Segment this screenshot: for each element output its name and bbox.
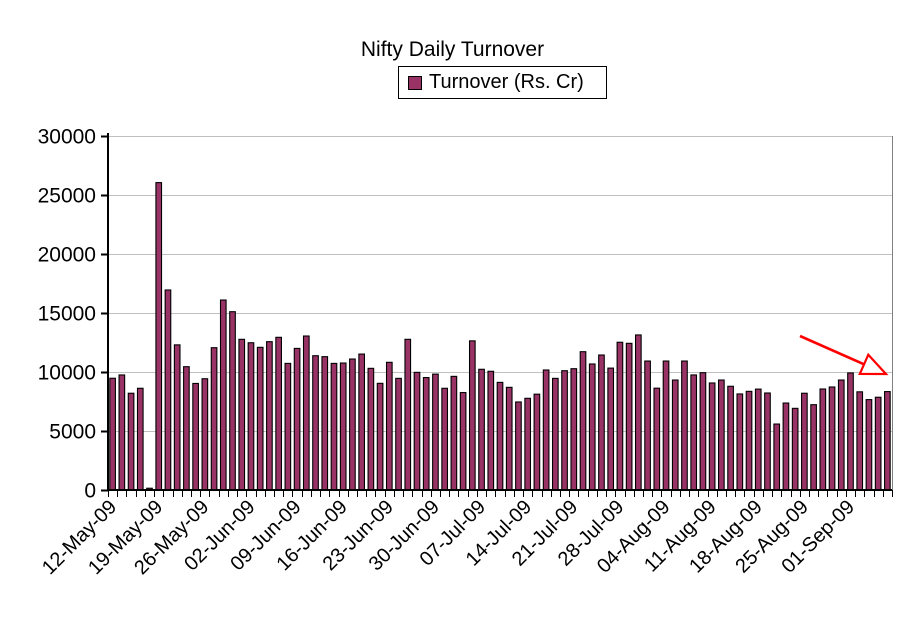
bar [330,362,338,491]
bar [745,390,753,491]
bar [496,381,504,491]
bar [238,338,246,491]
bar [358,353,366,491]
bar [625,342,633,491]
bar [505,386,513,491]
bar [524,397,532,491]
bar [201,378,209,491]
y-tick-label: 10000 [38,362,96,385]
bar [367,367,375,491]
bar [828,386,836,491]
bar [681,360,688,491]
bar [644,360,651,491]
bar [210,347,218,491]
bar [312,355,319,491]
bar [109,377,116,491]
y-tick-label: 5000 [49,421,96,444]
bar [450,375,458,491]
bar [727,385,734,491]
bar [487,370,495,491]
bar [865,399,873,491]
bar [256,346,264,491]
bar [385,361,393,491]
bar [653,387,661,491]
bar [884,391,891,491]
bar [293,347,301,491]
bar [349,358,356,491]
legend-label: Turnover (Rs. Cr) [429,71,584,93]
y-tick-label: 0 [84,480,96,503]
bar [542,369,550,491]
legend-swatch-icon [408,75,422,90]
bar [699,372,707,491]
bar [155,182,163,491]
y-tick-label: 30000 [38,126,96,149]
bar [459,391,467,491]
bar [376,382,384,491]
bar [690,374,698,491]
bar [321,356,329,491]
bar [634,334,642,491]
chart-title: Nifty Daily Turnover [360,38,545,61]
bar [275,336,282,491]
bar [468,340,476,491]
bar [164,289,172,491]
bar [127,392,135,491]
bar [791,407,799,491]
bar [247,342,255,491]
bar [810,404,817,491]
bar [395,377,402,491]
bar [561,370,568,491]
bar [432,373,439,491]
bar [404,338,412,491]
bar [598,354,605,491]
bar [219,299,227,491]
bar [718,379,725,491]
bar [782,402,790,491]
bar [478,368,485,491]
bar [136,387,144,491]
y-tick-label: 25000 [38,185,96,208]
bar [607,367,615,491]
bar [579,351,587,491]
bar [662,360,670,491]
trend-arrow-shaft [799,334,865,366]
bar [229,311,236,491]
bar [754,388,762,491]
bar [773,423,781,491]
bar [588,363,596,491]
bar [616,341,624,491]
bar [266,341,273,491]
bar [708,382,716,491]
trend-arrow-head [858,352,889,376]
legend: Turnover (Rs. Cr) [398,66,607,99]
bar [339,362,347,491]
y-tick-label: 15000 [38,303,96,326]
bar [118,374,126,491]
bar [515,401,522,491]
bar [736,393,744,491]
bar [671,379,679,491]
bar [819,388,827,491]
bar [801,392,808,491]
bar [533,393,541,491]
bar [856,391,864,491]
bar [192,382,199,491]
bar [173,344,181,491]
bar [874,396,882,491]
bar [422,376,430,491]
bar [183,366,190,491]
bar [441,387,449,491]
bar [551,377,559,491]
bar [284,362,292,491]
bar [302,335,310,491]
y-tick-label: 20000 [38,244,96,267]
bar [764,392,771,491]
bar [570,368,578,491]
bar [847,372,854,491]
bar [413,371,421,491]
bar [837,379,845,491]
